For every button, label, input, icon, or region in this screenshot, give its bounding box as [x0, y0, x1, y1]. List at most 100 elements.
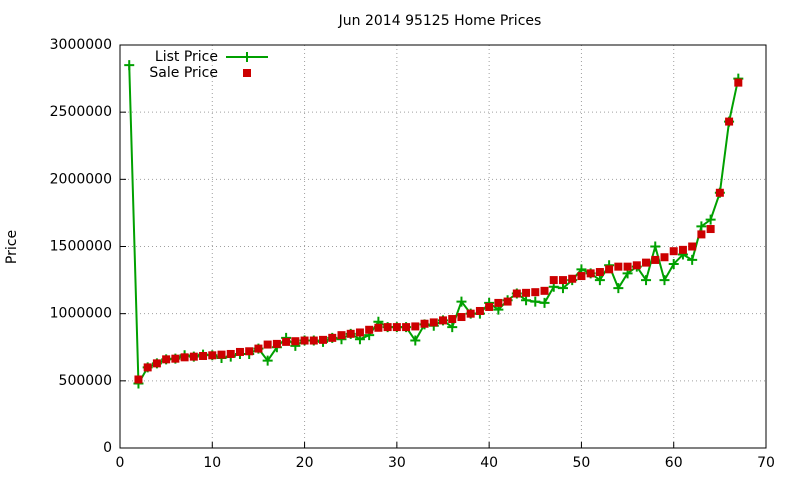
data-point [328, 333, 337, 342]
x-tick-label: 40 [480, 455, 498, 471]
data-point [171, 354, 180, 363]
data-point [595, 268, 604, 277]
y-tick-label: 2000000 [50, 171, 112, 187]
data-point [605, 265, 614, 274]
data-point [540, 286, 549, 295]
data-point [697, 230, 706, 239]
data-point [355, 328, 364, 337]
data-point [539, 297, 550, 308]
data-point [696, 221, 707, 232]
data-point [180, 353, 189, 362]
data-point [715, 188, 724, 197]
data-point [734, 78, 743, 87]
data-point [586, 269, 595, 278]
data-point [557, 283, 568, 294]
data-point [475, 306, 484, 315]
data-point [374, 323, 383, 332]
data-point [706, 225, 715, 234]
data-point [558, 276, 567, 285]
y-tick-label: 1500000 [50, 239, 112, 255]
chart-title: Jun 2014 95125 Home Prices [338, 13, 542, 29]
data-point [659, 275, 670, 286]
data-point [245, 347, 254, 356]
data-point [429, 318, 438, 327]
y-tick-label: 3000000 [50, 37, 112, 53]
data-point [522, 288, 531, 297]
data-point [282, 337, 291, 346]
legend-marker [243, 69, 251, 77]
data-point [669, 247, 678, 256]
y-axis-label: Price [4, 230, 20, 264]
data-point [319, 335, 328, 344]
data-point [642, 258, 651, 267]
data-point [337, 331, 346, 340]
data-point [124, 60, 135, 71]
data-point [485, 302, 494, 311]
legend-marker [242, 52, 252, 62]
data-point [623, 262, 632, 271]
data-point [466, 309, 475, 318]
data-point [235, 347, 244, 356]
data-point [641, 275, 652, 286]
y-tick-label: 1000000 [50, 306, 112, 322]
data-point [346, 329, 355, 338]
data-point [143, 363, 152, 372]
data-point [448, 315, 457, 324]
data-point [678, 245, 687, 254]
data-point [503, 297, 512, 306]
data-point [687, 254, 698, 265]
data-point [152, 359, 161, 368]
data-point [457, 313, 466, 322]
x-tick-label: 30 [388, 455, 406, 471]
data-point [456, 296, 467, 307]
data-point [208, 351, 217, 360]
data-point [668, 258, 679, 269]
x-tick-label: 20 [296, 455, 314, 471]
legend-label: Sale Price [149, 65, 218, 81]
data-point [411, 322, 420, 331]
data-point [309, 336, 318, 345]
y-tick-label: 0 [103, 440, 112, 456]
data-point [300, 336, 309, 345]
data-point [420, 319, 429, 328]
data-point [494, 298, 503, 307]
data-point [262, 355, 273, 366]
x-tick-label: 70 [757, 455, 775, 471]
series-line [128, 65, 740, 388]
data-point [254, 344, 263, 353]
y-tick-label: 2500000 [50, 104, 112, 120]
data-point [263, 340, 272, 349]
data-point [383, 323, 392, 332]
data-point [725, 117, 734, 126]
data-point [632, 261, 641, 270]
data-point [199, 351, 208, 360]
data-point [530, 296, 541, 307]
data-point [594, 275, 605, 286]
data-point [651, 255, 660, 264]
data-point [189, 352, 198, 361]
data-point [650, 241, 661, 252]
data-point [162, 355, 171, 364]
data-point [614, 262, 623, 271]
data-point [660, 253, 669, 262]
data-point [134, 375, 143, 384]
data-point [577, 272, 586, 281]
data-point [402, 323, 411, 332]
legend-label: List Price [155, 49, 218, 65]
data-point [549, 276, 558, 285]
data-point [447, 322, 458, 333]
data-point [272, 339, 281, 348]
data-point [688, 242, 697, 251]
data-point [521, 295, 532, 306]
data-point [568, 274, 577, 283]
data-point [512, 289, 521, 298]
x-tick-label: 10 [203, 455, 221, 471]
data-point [217, 350, 226, 359]
x-tick-label: 0 [116, 455, 125, 471]
data-point [392, 323, 401, 332]
data-point [613, 283, 624, 294]
x-tick-label: 50 [573, 455, 591, 471]
data-point [291, 337, 300, 346]
data-point [226, 349, 235, 358]
